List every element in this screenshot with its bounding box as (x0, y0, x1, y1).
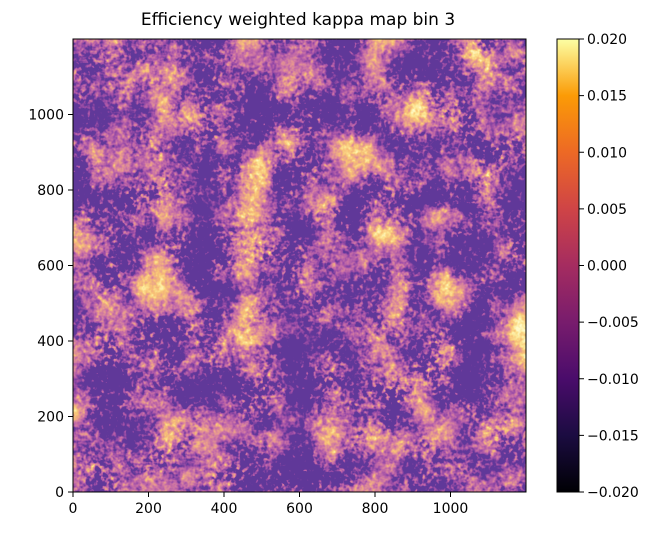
colorbar: 0.020 0.015 0.010 0.005 0.000 −0.005 −0.010 −0.… (556, 32, 639, 501)
colorbar-ticks: 0.020 0.015 0.010 0.005 0.000 −0.005 −0.010 −0.… (579, 32, 639, 501)
colorbar-tick-label: −0.015 (587, 428, 639, 444)
x-tick-label: 0 (69, 501, 78, 517)
heatmap-field (73, 39, 526, 492)
colorbar-tick-label: 0.020 (587, 32, 627, 48)
colorbar-tick-label: −0.005 (587, 315, 639, 331)
colorbar-tick-label: 0.010 (587, 145, 627, 161)
y-tick-label: 200 (37, 410, 64, 426)
y-tick-label: 0 (55, 485, 64, 501)
x-tick-label: 200 (135, 501, 162, 517)
colorbar-tick-label: −0.010 (587, 372, 639, 388)
colorbar-tick-label: 0.015 (587, 89, 627, 105)
y-tick-label: 600 (37, 259, 64, 275)
colorbar-tick-label: 0.005 (587, 202, 627, 218)
colorbar-tick-label: 0.000 (587, 259, 627, 275)
x-tick-label: 400 (211, 501, 238, 517)
y-tick-label: 1000 (28, 108, 64, 124)
colorbar-gradient (557, 39, 579, 492)
plot-area (72, 38, 527, 493)
x-tick-label: 1000 (433, 501, 469, 517)
colorbar-tick-label: −0.020 (587, 485, 639, 501)
chart-title: Efficiency weighted kappa map bin 3 (141, 10, 455, 30)
y-tick-label: 400 (37, 334, 64, 350)
x-tick-label: 800 (362, 501, 389, 517)
y-axis: 0 200 400 600 800 1000 (28, 108, 73, 501)
x-axis: 0 200 400 600 800 1000 (69, 492, 469, 517)
x-tick-label: 600 (286, 501, 313, 517)
y-tick-label: 800 (37, 183, 64, 199)
